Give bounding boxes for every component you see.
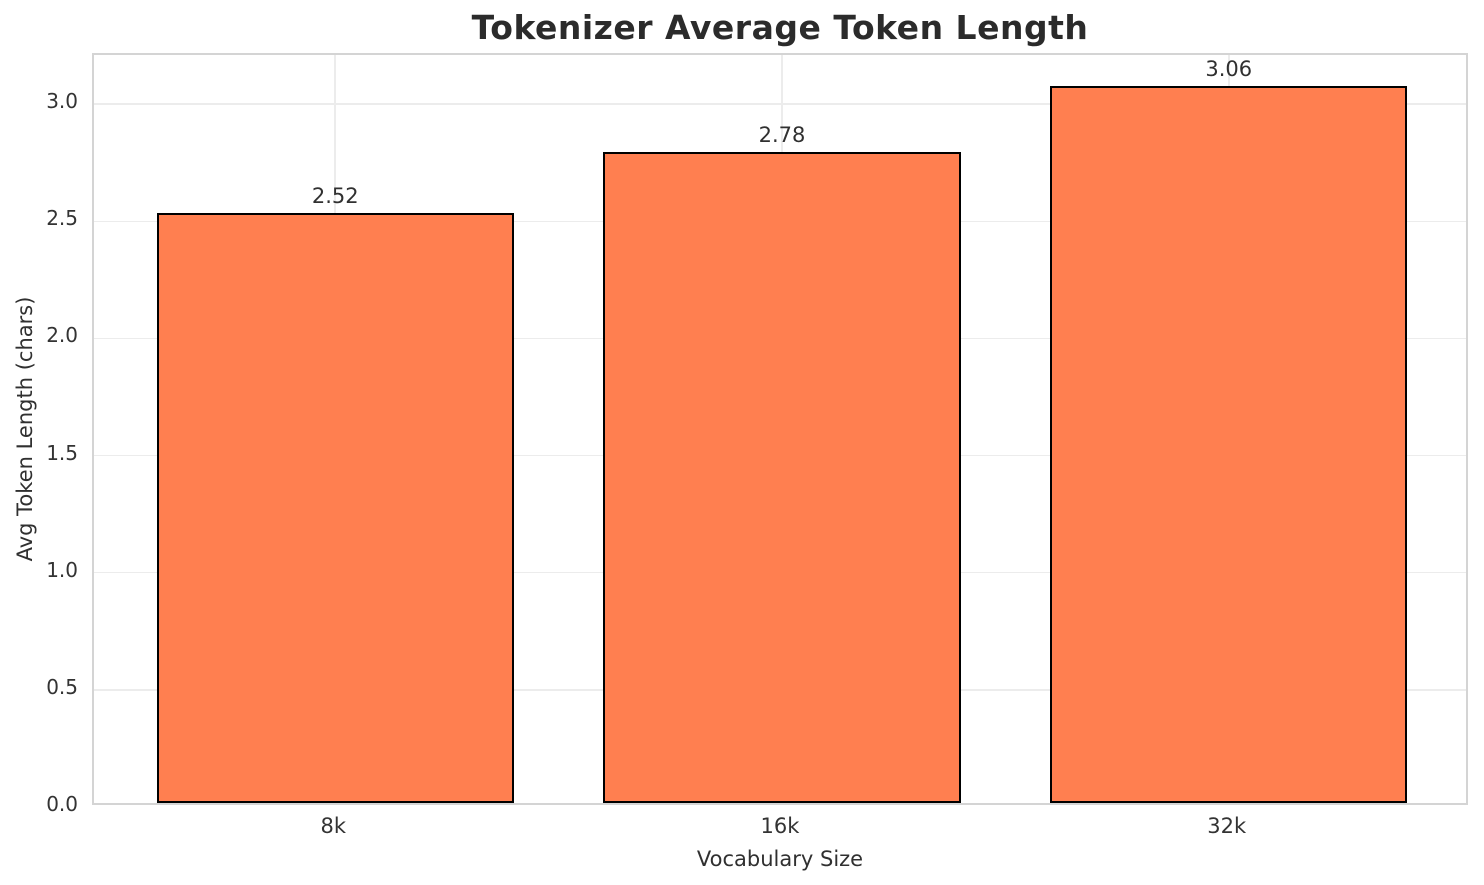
- y-tick-label-2.0: 2.0: [46, 323, 78, 348]
- y-tick-label-1.5: 1.5: [46, 440, 78, 465]
- x-tick-label-16k: 16k: [760, 814, 800, 838]
- x-axis-label: Vocabulary Size: [696, 847, 864, 871]
- chart-title: Tokenizer Average Token Length: [471, 8, 1089, 47]
- bar-8k: [156, 212, 514, 803]
- h-gridline-3.0: [94, 103, 1466, 105]
- bar-value-label-32k: 3.06: [1205, 57, 1253, 82]
- bar-32k: [1050, 86, 1408, 803]
- y-tick-label-2.5: 2.5: [46, 206, 78, 231]
- bar-value-label-8k: 2.52: [311, 183, 359, 208]
- y-tick-label-3.0: 3.0: [46, 89, 78, 114]
- y-tick-label-1.0: 1.0: [46, 557, 78, 582]
- y-tick-label-0.5: 0.5: [46, 674, 78, 699]
- bars-container: 2.52 2.78 3.06: [94, 55, 1466, 803]
- y-tick-label-0.0: 0.0: [46, 792, 78, 816]
- x-tick-label-8k: 8k: [320, 814, 346, 838]
- plot-area: 2.52 2.78 3.06: [92, 53, 1468, 805]
- bar-16k: [603, 151, 961, 803]
- x-tick-label-32k: 32k: [1207, 814, 1247, 838]
- bar-value-label-16k: 2.78: [758, 122, 806, 147]
